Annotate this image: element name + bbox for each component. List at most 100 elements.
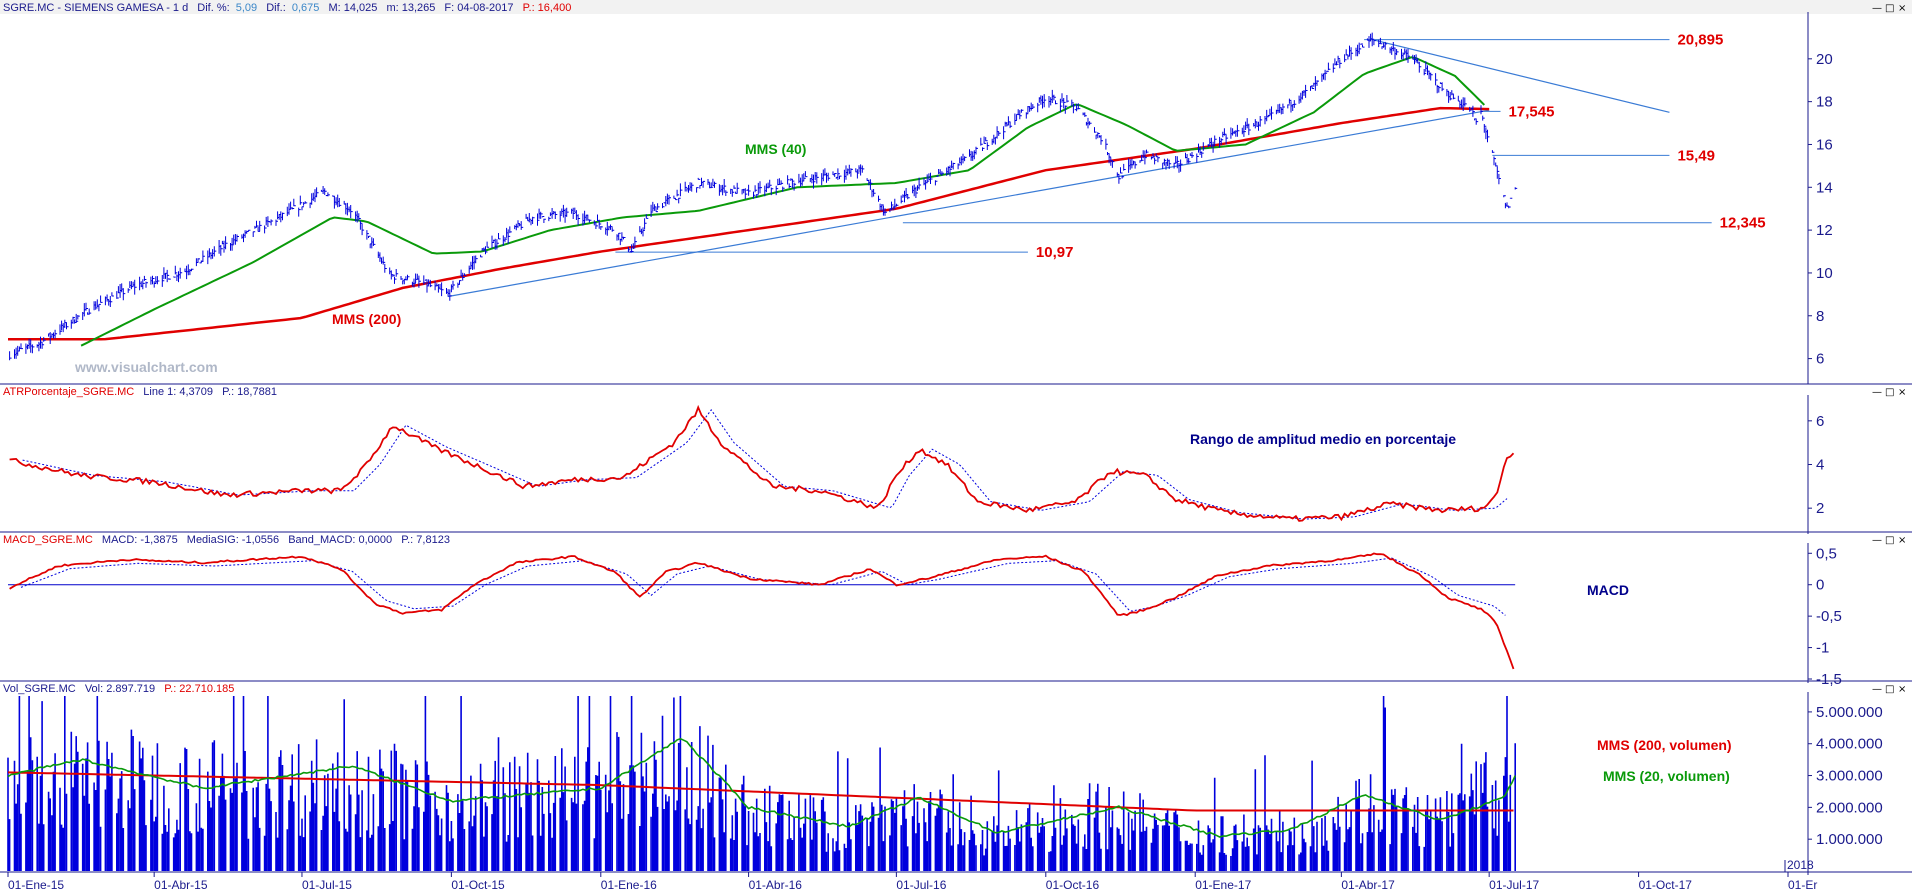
vol-mms20-label: MMS (20, volumen) [1603,768,1730,784]
mms200-label: MMS (200) [332,311,401,327]
x-tick-label: 01-Oct-17 [1639,878,1693,892]
min-value: m: 13,265 [386,2,435,14]
macd-tick-label: -1,5 [1816,671,1842,688]
price-tick-label: 6 [1816,351,1824,368]
price-header-bar [0,0,1912,14]
atr-annotation: Rango de amplitud medio en porcentaje [1190,431,1456,447]
minimize-button[interactable]: — [1872,535,1882,546]
mms40-line [80,56,1486,347]
x-tick-label: 01-Oct-16 [1046,878,1100,892]
x-tick-label: 01-Er [1788,878,1817,892]
x-tick-label: 01-Jul-16 [896,878,946,892]
watermark: www.visualchart.com [74,359,218,375]
volume-plot [7,696,1516,871]
macd-plot [8,552,1516,670]
atr-header-price: P.: 18,7881 [222,386,277,398]
price-header: SGRE.MC - SIEMENS GAMESA - 1 d Dif. %: 5… [3,2,571,14]
price-plot: 20,895 17,545 15,49 12,345 10,97 [8,32,1766,361]
vol-mms20-line [7,737,1516,838]
macd-annotation: MACD [1587,582,1629,598]
macd-header-macd: MACD: -1,3875 [102,534,178,546]
vol-mms200-line [7,771,1514,812]
price-tick-label: 16 [1816,136,1833,153]
dif-pct-label: Dif. %: [197,2,229,14]
x-tick-label: 01-Abr-15 [154,878,208,892]
atr-header-name: ATRPorcentaje_SGRE.MC [3,386,134,398]
atr-header-line: Line 1: 4,3709 [143,386,213,398]
maximize-button[interactable]: □ [1885,684,1894,695]
volume-tick-label: 2.000.000 [1816,799,1883,816]
price-tick-label: 12 [1816,222,1833,239]
minimize-button[interactable]: — [1872,387,1882,398]
level-label: 10,97 [1036,244,1074,261]
volume-tick-label: 5.000.000 [1816,704,1883,721]
macd-signal-line [20,557,1506,616]
macd-header: MACD_SGRE.MC MACD: -1,3875 MediaSIG: -1,… [3,534,450,546]
macd-tick-label: 0,5 [1816,545,1837,562]
svg-text:ATRPorcentaje_SGRE.MC Li: ATRPorcentaje_SGRE.MC Line 1: 4,3709 P.:… [3,386,277,398]
price-bars [9,32,1518,361]
axes: 6 8 10 12 14 16 18 20 2 4 6 0,5 0 -0,5 -1 -1,5 1.000.000… [7,51,1883,892]
macd-tick-label: 0 [1816,577,1824,594]
svg-text:Vol_SGRE.MC Vol: 2.897.7: Vol_SGRE.MC Vol: 2.897.719 P.: 22.710.18… [3,683,234,695]
volume-header-vol: Vol: 2.897.719 [85,683,155,695]
vol-mms200-label: MMS (200, volumen) [1597,737,1732,753]
price-tick-label: 8 [1816,308,1824,325]
macd-line [9,552,1515,670]
atr-header: ATRPorcentaje_SGRE.MC Line 1: 4,3709 P.:… [3,386,277,398]
minimize-button[interactable]: — [1872,684,1882,695]
price-tick-label: 18 [1816,94,1833,111]
level-label: 17,545 [1509,103,1555,120]
volume-tick-label: 1.000.000 [1816,831,1883,848]
dif-value: 0,675 [292,2,320,14]
macd-header-signal: MediaSIG: -1,0556 [187,534,279,546]
minimize-button[interactable]: — [1872,3,1882,14]
close-button[interactable]: × [1898,3,1906,14]
macd-header-band: Band_MACD: 0,0000 [288,534,392,546]
macd-tick-label: -0,5 [1816,608,1842,625]
price-value: P.: 16,400 [523,2,572,14]
max-value: M: 14,025 [328,2,377,14]
mms40-label: MMS (40) [745,141,806,157]
atr-tick-label: 4 [1816,457,1824,474]
atr-signal-line [22,409,1508,520]
x-tick-label: 01-Jul-17 [1489,878,1539,892]
trend-line [448,109,1490,298]
level-label: 20,895 [1677,32,1723,49]
x-tick-label: 01-Abr-16 [749,878,803,892]
volume-header-name: Vol_SGRE.MC [3,683,76,695]
volume-bars [7,696,1516,871]
svg-text:MACD_SGRE.MC MACD: -1,38: MACD_SGRE.MC MACD: -1,3875 MediaSIG: -1,… [3,534,450,546]
macd-header-name: MACD_SGRE.MC [3,534,93,546]
price-tick-label: 14 [1816,179,1833,196]
maximize-button[interactable]: □ [1885,387,1894,398]
mms200-line [8,106,1490,341]
level-label: 12,345 [1720,215,1766,232]
price-tick-label: 10 [1816,265,1833,282]
volume-header-price: P.: 22.710.185 [164,683,234,695]
price-tick-label: 20 [1816,51,1833,68]
level-label: 15,49 [1677,147,1715,164]
macd-tick-label: -1 [1816,640,1829,657]
volume-tick-label: 4.000.000 [1816,736,1883,753]
atr-tick-label: 2 [1816,500,1824,517]
maximize-button[interactable]: □ [1885,3,1894,14]
date-value: F: 04-08-2017 [444,2,513,14]
trend-line [1372,38,1670,113]
close-button[interactable]: × [1898,684,1906,695]
atr-tick-label: 6 [1816,413,1824,430]
maximize-button[interactable]: □ [1885,535,1894,546]
dif-label: Dif.: [266,2,286,14]
svg-text:SGRE.MC - SIEMENS GAMESA - 1 d: SGRE.MC - SIEMENS GAMESA - 1 d Dif. %: 5… [3,2,571,14]
close-button[interactable]: × [1898,387,1906,398]
dif-pct-value: 5,09 [236,2,257,14]
x-tick-label: 01-Ene-15 [8,878,64,892]
volume-header: Vol_SGRE.MC Vol: 2.897.719 P.: 22.710.18… [3,683,234,695]
window-controls: — □ ×— □ ×— □ ×— □ × [1872,3,1906,695]
atr-line [9,404,1515,522]
atr-plot [9,404,1515,522]
close-button[interactable]: × [1898,535,1906,546]
year-marker: 2018 [1787,858,1814,872]
